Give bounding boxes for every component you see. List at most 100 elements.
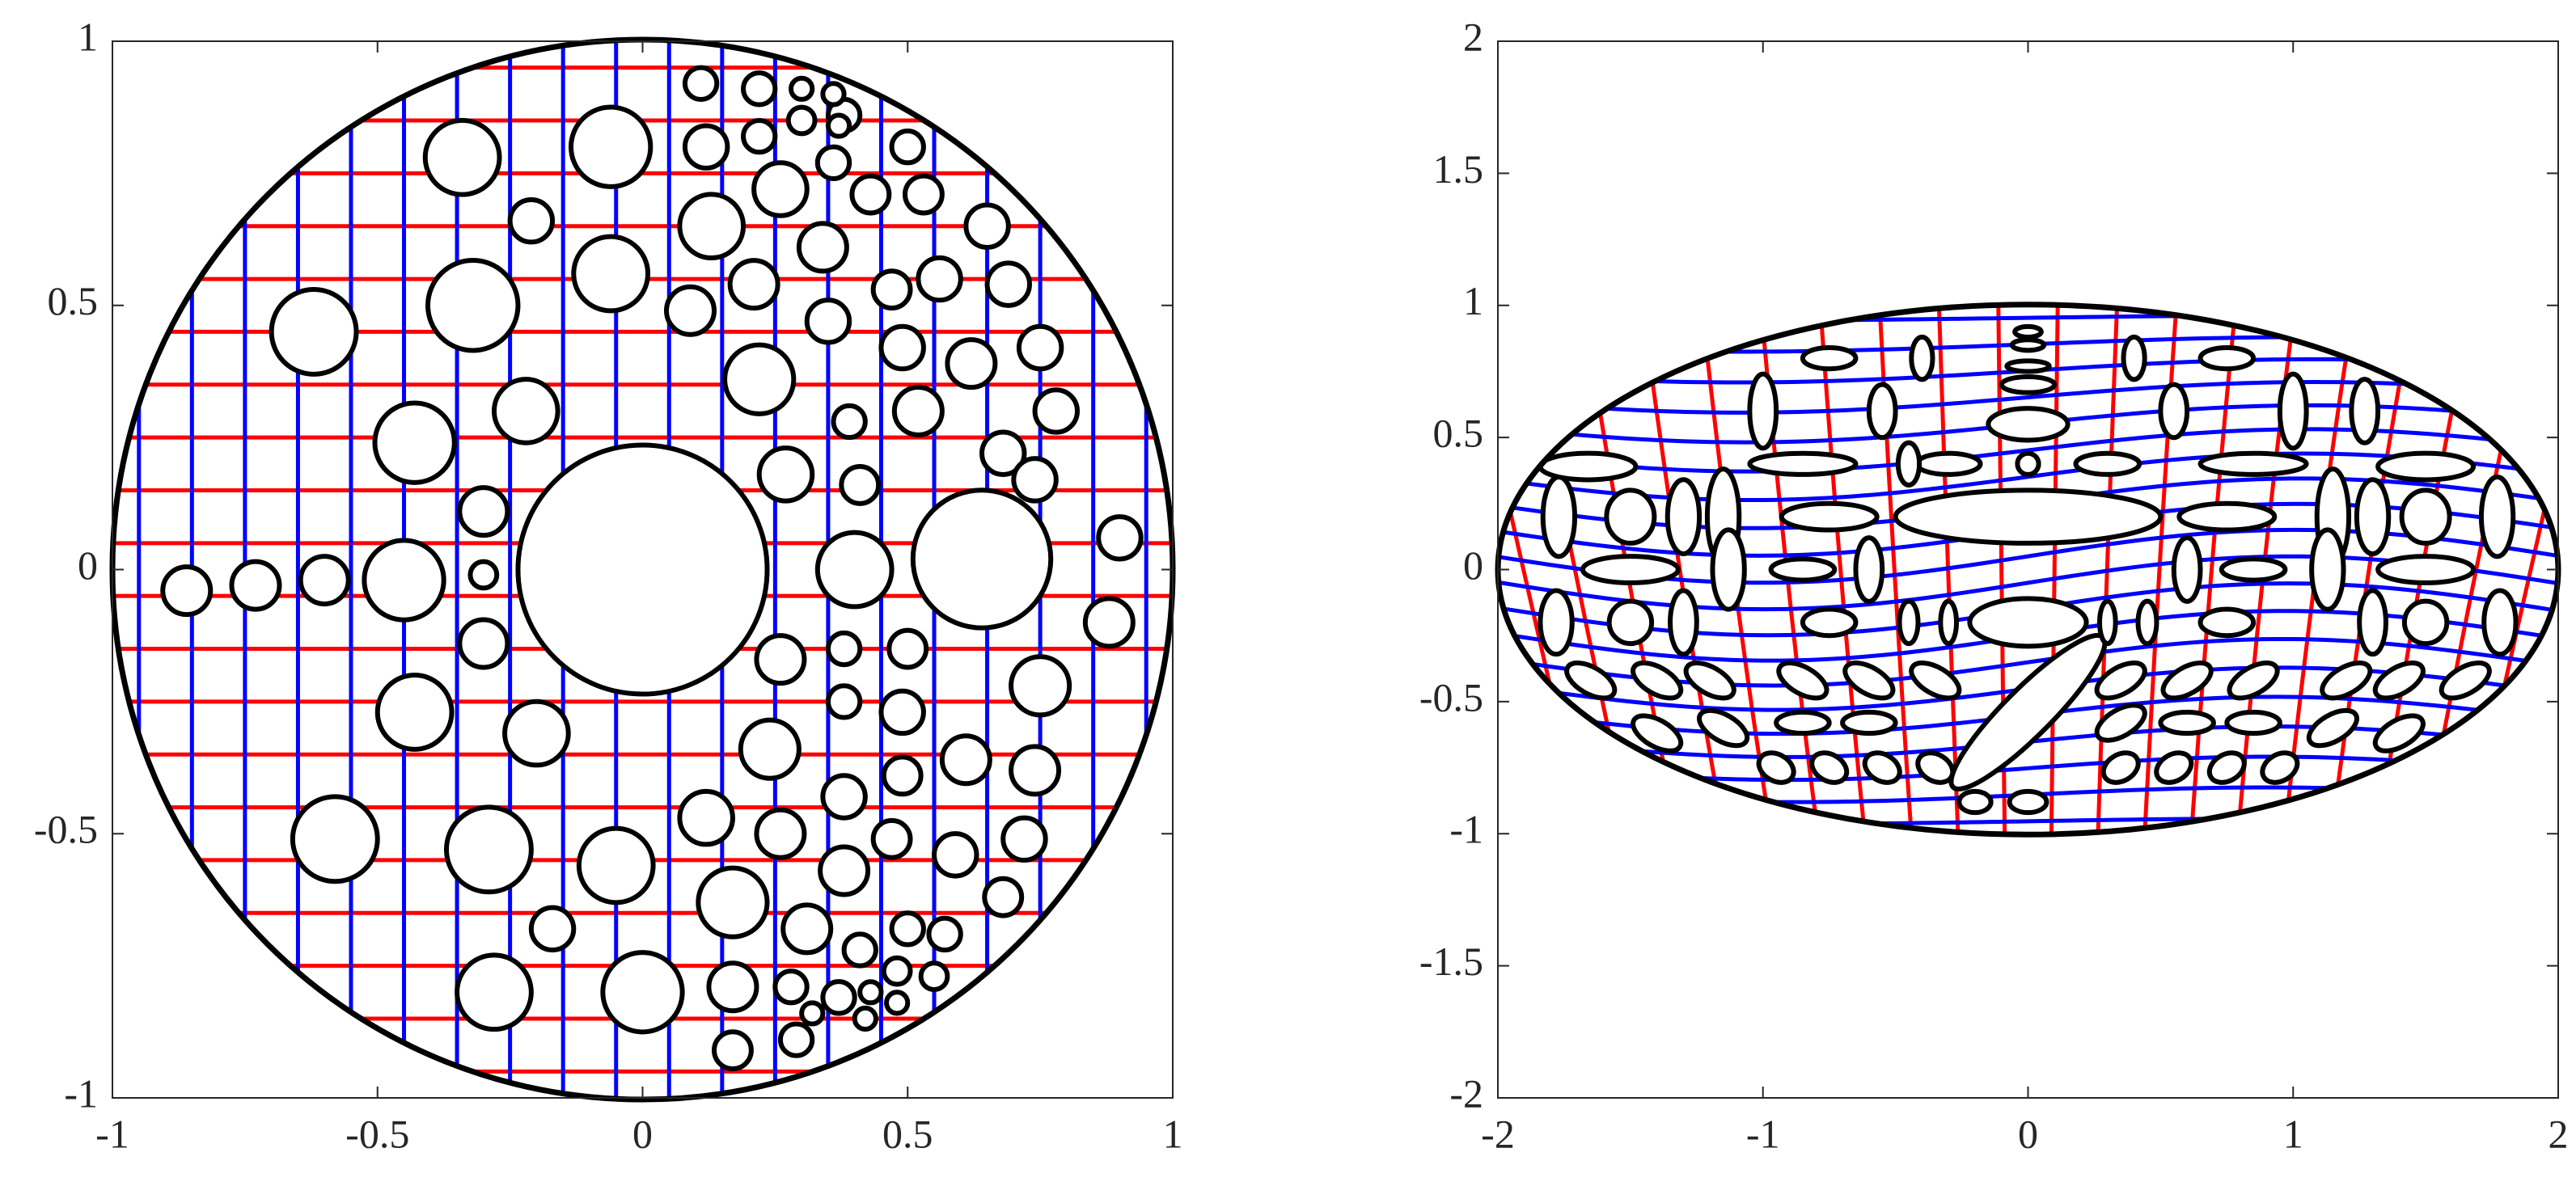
hole [1606,598,1655,647]
hole [1538,450,1639,483]
hole [814,144,852,181]
hole [1756,750,1796,785]
hole [706,960,759,1014]
hole [881,955,913,987]
hole [160,564,214,618]
hole [528,905,577,953]
x-tick-label: 1 [1163,1111,1183,1156]
hole [1800,344,1859,372]
hole [841,931,878,969]
hole [926,915,963,953]
hole [298,554,351,607]
hole [269,286,359,377]
hole [502,699,571,768]
hole [2375,554,2477,585]
hole [2439,661,2492,701]
hole [1580,554,1681,585]
hole [1909,334,1935,382]
hole [2481,588,2519,657]
hole [2154,750,2194,785]
hole [2096,598,2118,647]
hole [2176,500,2278,533]
y-tick-label: 1 [1463,278,1483,323]
hole [1779,500,1880,533]
hole [1664,477,1703,557]
hole [2399,487,2452,546]
hole [1800,606,1859,639]
hole [2197,344,2257,372]
vertical-curve [2233,304,2300,835]
hole [1032,387,1081,435]
hole [1631,713,1684,753]
hole [467,559,500,591]
hole [789,75,815,102]
hole [663,284,717,337]
y-tick-label: -1.5 [1419,939,1483,984]
hole [457,617,510,670]
hole [804,298,852,345]
hole [2007,788,2049,816]
hole [443,804,534,895]
hole [727,258,780,311]
hole [1082,596,1136,649]
hole [852,1005,878,1032]
hole [754,633,807,686]
hole [1747,371,1779,451]
hole [751,160,810,218]
hole [878,323,926,372]
hole [772,969,810,1006]
hole [1853,535,1885,604]
hole [677,788,735,847]
hole [910,487,1054,631]
hole [825,683,863,720]
hole [780,902,834,956]
hole [2309,527,2346,612]
hole [741,117,778,155]
hole [2073,450,2142,477]
y-tick-label: -2 [1449,1070,1483,1116]
hole [902,173,945,216]
hole [1862,750,1902,785]
hole [696,865,770,939]
hole [571,234,651,314]
hole [1604,487,1657,546]
hole [1768,556,1838,583]
y-tick-label: -1 [64,1070,98,1116]
x-tick-label: 0 [2018,1111,2038,1156]
hole [857,979,884,1006]
hole [1776,661,1829,701]
y-tick-label: 0 [78,542,98,588]
y-tick-label: -0.5 [34,807,98,852]
hole [2206,750,2247,785]
hole [756,445,815,504]
hole [820,979,857,1016]
x-tick-label: -2 [1481,1111,1515,1156]
y-tick-label: 1.5 [1433,146,1484,192]
hole [1631,661,1684,701]
hole [1914,450,1983,477]
hole [820,81,847,108]
hole [1009,654,1072,718]
hole [738,717,802,781]
hole [1009,744,1062,797]
hole [2372,661,2426,701]
hole [2372,713,2426,753]
hole [1000,815,1048,863]
hole [2158,709,2216,737]
hole [1986,406,2071,443]
hole [455,952,534,1032]
hole [982,876,1025,918]
hole [2197,606,2257,639]
hole [2277,371,2309,451]
hole [884,990,911,1016]
hole [2375,450,2477,483]
hole [918,960,950,993]
hole [507,196,556,245]
hole [682,65,720,102]
hole [886,627,929,670]
hole [1683,661,1736,701]
vertical-curve [2095,304,2121,835]
hole [2224,709,2282,737]
x-tick-label: 1 [2283,1111,2303,1156]
y-tick-label: 0 [1463,542,1483,588]
